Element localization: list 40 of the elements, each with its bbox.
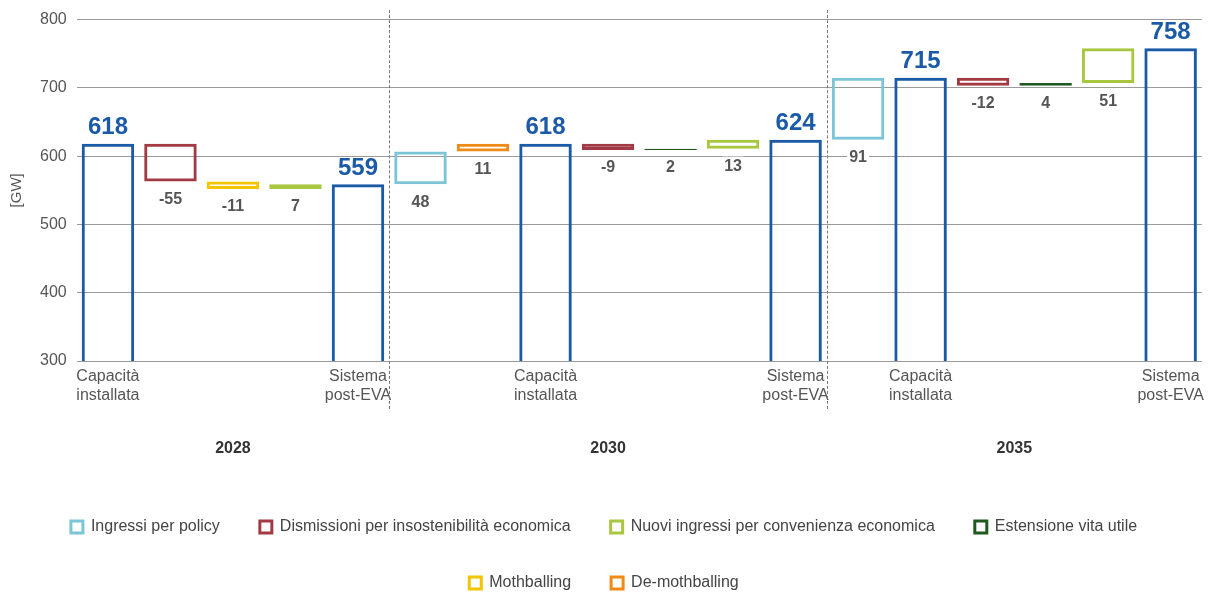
x-tick-label: Sistema post-EVA bbox=[762, 367, 830, 404]
data-label: 51 bbox=[1099, 91, 1118, 109]
data-label: -9 bbox=[600, 158, 616, 176]
y-tick-label: 700 bbox=[39, 78, 67, 96]
x-tick-label: Sistema post-EVA bbox=[324, 367, 392, 404]
legend-label: Estensione vita utile bbox=[994, 517, 1138, 535]
y-tick-label: 300 bbox=[39, 351, 67, 369]
text: 2030 bbox=[590, 439, 626, 457]
data-label: 91 bbox=[849, 148, 868, 166]
data-label: 48 bbox=[411, 192, 430, 210]
y-tick-label: 500 bbox=[39, 214, 67, 232]
data-label: -12 bbox=[971, 94, 995, 112]
x-tick-label: Capacità installata bbox=[889, 367, 953, 404]
data-label: 11 bbox=[474, 159, 492, 177]
legend-label: Ingressi per policy bbox=[90, 517, 220, 535]
data-label: 559 bbox=[337, 152, 379, 180]
legend-label: Nuovi ingressi per convenienza economica bbox=[630, 517, 935, 535]
data-label: 13 bbox=[724, 157, 743, 175]
data-label: 618 bbox=[87, 112, 128, 140]
data-label: 4 bbox=[1041, 94, 1051, 112]
data-label: 2 bbox=[666, 158, 676, 176]
text: 2028 bbox=[215, 439, 251, 457]
y-tick-label: 800 bbox=[39, 10, 67, 28]
data-label: 715 bbox=[900, 46, 941, 74]
y-tick-label: 400 bbox=[39, 283, 67, 301]
legend-label: Dismissioni per insostenibilità economica bbox=[279, 517, 571, 535]
data-label: 618 bbox=[525, 112, 566, 140]
data-label: -11 bbox=[221, 197, 245, 215]
text: 2035 bbox=[996, 439, 1033, 457]
legend-label: De-mothballing bbox=[631, 573, 739, 591]
data-label: 758 bbox=[1150, 16, 1191, 44]
y-axis-title: [GW] bbox=[7, 173, 25, 208]
data-label: 7 bbox=[291, 197, 301, 215]
x-tick-label: Capacità installata bbox=[513, 367, 578, 404]
x-tick-label: Sistema post-EVA bbox=[1137, 367, 1205, 404]
data-label: 624 bbox=[775, 108, 817, 136]
legend-label: Mothballing bbox=[489, 573, 572, 591]
data-label: -55 bbox=[158, 189, 183, 207]
y-tick-label: 600 bbox=[39, 146, 67, 164]
x-tick-label: Capacità installata bbox=[76, 367, 140, 404]
